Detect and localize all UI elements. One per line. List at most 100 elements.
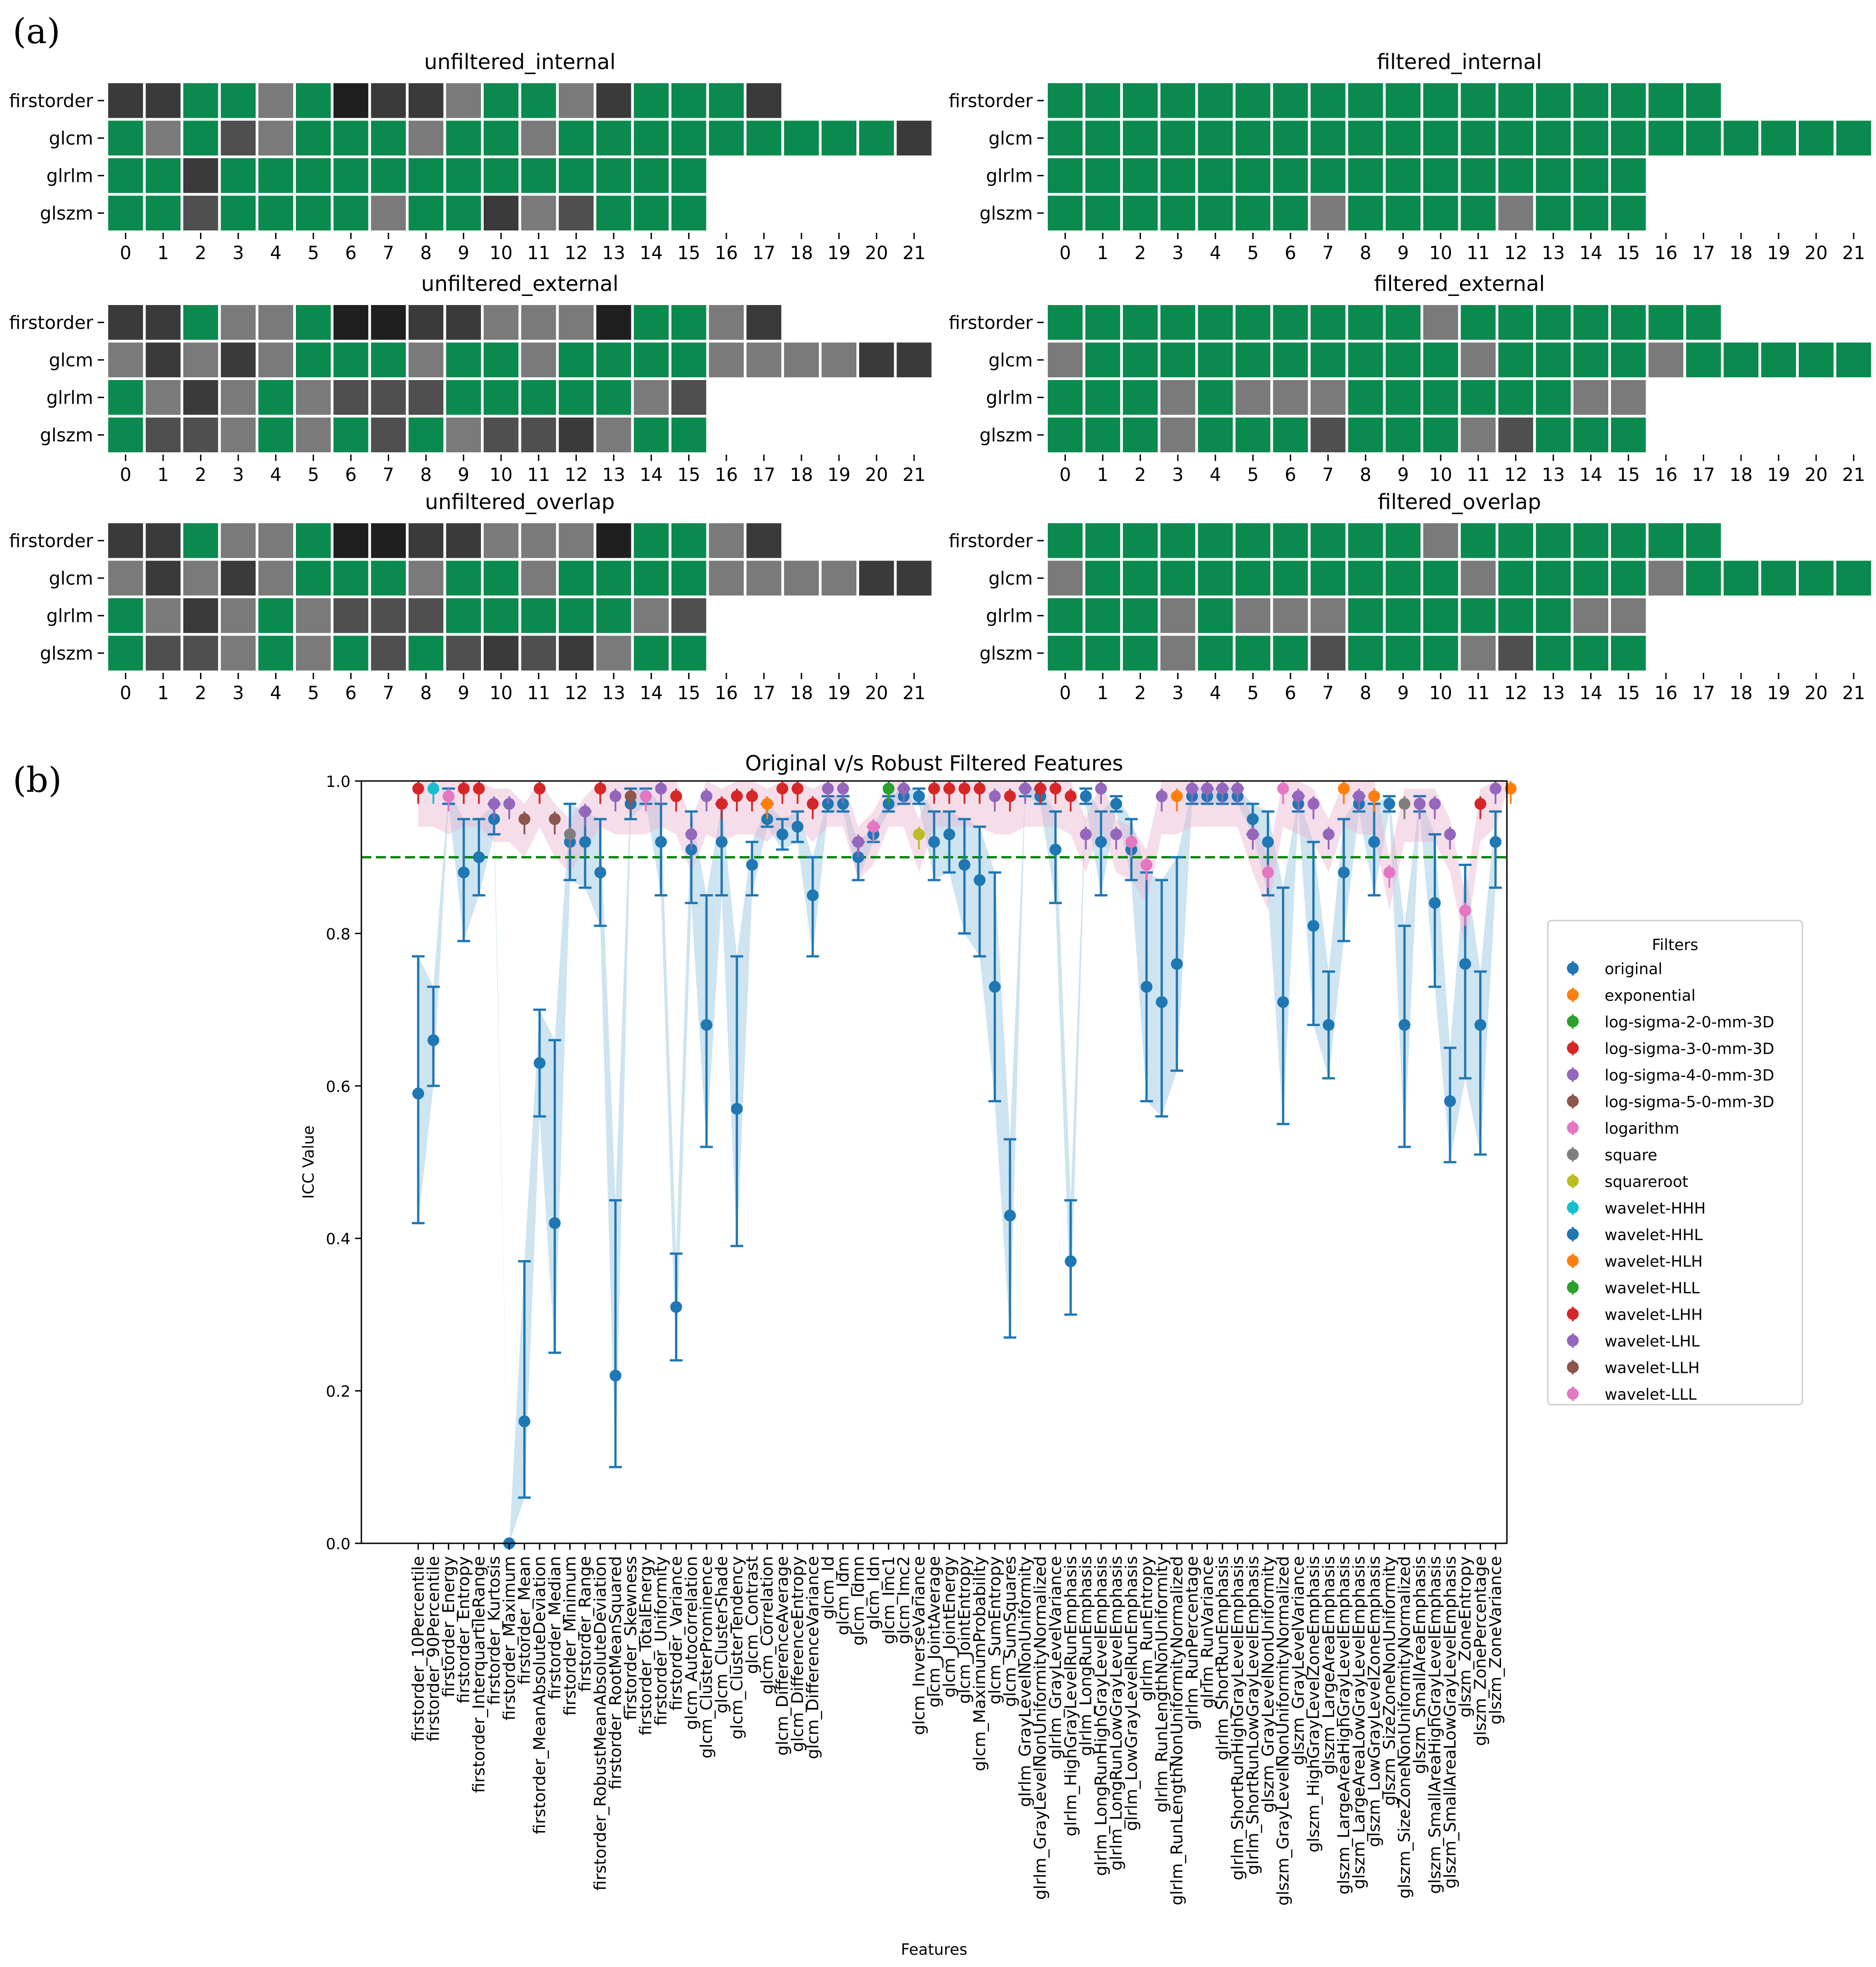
row-label-glcm: glcm	[49, 568, 93, 589]
filtered-point	[852, 836, 865, 848]
x-tick-label: glrlm_RunEntropy	[1137, 1556, 1156, 1702]
col-tick-label: 13	[602, 243, 625, 264]
heatmap-cell	[145, 380, 181, 415]
legend-marker	[1567, 1335, 1579, 1346]
row-label-glcm: glcm	[49, 350, 93, 371]
original-point	[1065, 1255, 1077, 1267]
heatmap-cell	[296, 195, 331, 230]
original-point	[1322, 1019, 1335, 1031]
x-tick-label: glrlm_HighGrayLevelRunEmphasis	[1061, 1556, 1080, 1837]
x-tick-label: glcm_SumSquares	[1001, 1556, 1020, 1707]
heatmap-cell	[1123, 120, 1158, 155]
legend-item: log-sigma-2-0-mm-3D	[1567, 1013, 1774, 1031]
heatmap-cell	[1311, 83, 1346, 118]
original-point	[730, 1103, 743, 1115]
filtered-point	[989, 790, 1001, 802]
filtered-point	[791, 782, 804, 795]
heatmap-cell	[1160, 380, 1196, 415]
heatmap-cell	[1273, 83, 1308, 118]
heatmap-cell	[1498, 158, 1533, 193]
heatmap-cell	[1423, 305, 1458, 340]
heatmap-cell	[634, 561, 669, 596]
heatmap-cell	[1611, 636, 1646, 671]
filtered-point	[1156, 790, 1168, 802]
filtered-point	[1216, 782, 1229, 795]
heatmap-cell	[671, 305, 706, 340]
heatmap-cell	[1423, 561, 1458, 596]
heatmap-cell	[784, 342, 819, 377]
heatmap-title: filtered_external	[1374, 271, 1545, 296]
heatmap-cell	[1761, 342, 1796, 377]
legend-label: wavelet-HLL	[1605, 1279, 1700, 1297]
legend-marker	[1567, 1175, 1579, 1187]
col-tick-label: 20	[865, 465, 888, 485]
heatmap-cell	[596, 342, 631, 377]
heatmap-cell	[596, 158, 631, 193]
heatmap-cell	[183, 342, 218, 377]
col-tick-label: 2	[1135, 465, 1146, 485]
heatmap-cell	[521, 158, 556, 193]
filtered-point	[1398, 798, 1411, 810]
x-tick-label: glcm_Correlation	[758, 1556, 777, 1694]
heatmap-cell	[1048, 417, 1083, 452]
heatmap-cell	[1048, 598, 1083, 633]
heatmap-cell	[1348, 561, 1383, 596]
heatmap-cell	[1048, 523, 1083, 558]
heatmap-cell	[1160, 561, 1196, 596]
x-tick-label: glcm_JointAverage	[925, 1556, 944, 1707]
heatmap-cell	[1085, 158, 1121, 193]
col-tick-label: 4	[1210, 465, 1221, 485]
col-tick-label: 0	[120, 683, 131, 704]
x-tick-label: glcm_Imc2	[895, 1556, 913, 1644]
x-tick-label: firstorder_Mean	[515, 1556, 534, 1684]
col-tick-label: 21	[902, 683, 925, 704]
filtered-point	[1095, 782, 1107, 795]
original-point	[1459, 958, 1471, 970]
heatmap-cell	[333, 417, 369, 452]
x-tick-label: glcm_MaximumProbability	[971, 1556, 989, 1771]
heatmap-cell	[1348, 120, 1383, 155]
col-tick-label: 20	[1805, 465, 1828, 485]
x-tick-label: glcm_Id	[819, 1556, 837, 1619]
heatmap-cell	[1423, 342, 1458, 377]
x-tick-label: firstorder_InterquartileRange	[470, 1556, 489, 1793]
heatmap-cell	[1273, 158, 1308, 193]
heatmap-cell	[1160, 417, 1196, 452]
heatmap-cell	[108, 523, 143, 558]
heatmap-cell	[108, 158, 143, 193]
heatmap-cell	[1573, 561, 1608, 596]
heatmap-cell	[1160, 342, 1196, 377]
heatmap-cell	[1423, 195, 1458, 230]
original-point	[1246, 813, 1259, 825]
heatmap-cell	[1498, 342, 1533, 377]
heatmap-cell	[1536, 342, 1571, 377]
col-tick-label: 12	[1504, 683, 1527, 704]
row-label-glcm: glcm	[989, 350, 1033, 371]
heatmap-cell	[371, 380, 406, 415]
heatmap-cell	[145, 523, 181, 558]
x-tick-label: firstorder_TotalEnergy	[637, 1556, 655, 1735]
col-tick-label: 13	[602, 465, 625, 485]
heatmap-cell	[1198, 523, 1233, 558]
heatmap-cell	[1611, 417, 1646, 452]
heatmap-cell	[559, 195, 594, 230]
col-tick-label: 15	[677, 683, 700, 704]
panel-label-a: (a)	[13, 11, 60, 51]
heatmap-cell	[296, 417, 331, 452]
heatmap-cell	[220, 380, 256, 415]
heatmap-cell	[671, 523, 706, 558]
heatmap-cell	[1611, 83, 1646, 118]
heatmap-cell	[1573, 120, 1608, 155]
heatmap-cell	[784, 561, 819, 596]
heatmap-cell	[296, 120, 331, 155]
col-tick-label: 2	[195, 683, 206, 704]
filtered-point	[746, 790, 758, 802]
legend-marker	[1567, 1308, 1579, 1320]
x-tick-label: firstorder_Energy	[440, 1556, 458, 1697]
heatmap-cell	[484, 523, 519, 558]
original-point	[700, 1019, 713, 1031]
heatmap-cell	[821, 342, 856, 377]
heatmap-cell	[1423, 636, 1458, 671]
heatmap-cell	[446, 523, 481, 558]
heatmap-cell	[108, 636, 143, 671]
